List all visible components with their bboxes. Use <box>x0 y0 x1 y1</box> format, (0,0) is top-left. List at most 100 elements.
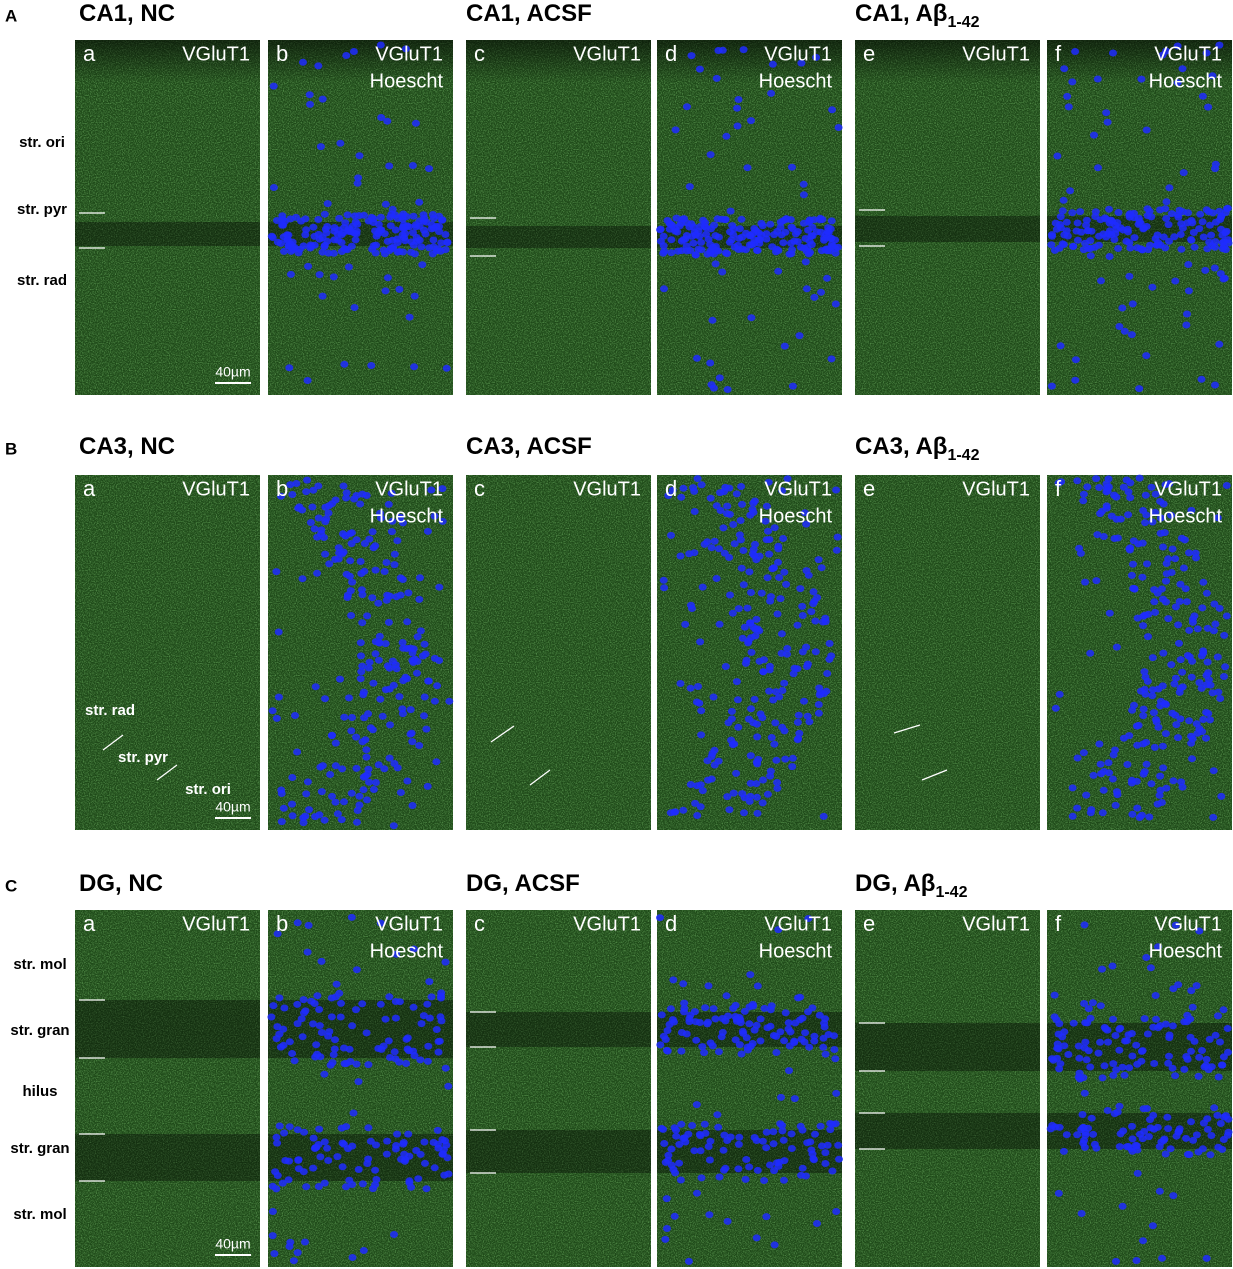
nucleus <box>831 249 840 257</box>
nucleus <box>694 683 702 690</box>
nucleus <box>1079 246 1088 254</box>
nucleus <box>1153 241 1162 249</box>
panel-letter: b <box>276 911 288 936</box>
nucleus <box>305 91 314 99</box>
nucleus <box>277 818 286 826</box>
nucleus <box>438 216 447 224</box>
nucleus <box>723 793 732 801</box>
nucleus <box>729 521 738 528</box>
nucleus <box>1071 376 1080 384</box>
nucleus <box>368 726 377 734</box>
nucleus <box>679 980 688 988</box>
panel-title: CA1, NC <box>79 0 175 27</box>
nucleus <box>760 1177 769 1184</box>
nucleus <box>787 1145 796 1152</box>
nucleus <box>808 1150 817 1158</box>
nucleus <box>399 677 408 685</box>
nucleus <box>659 1125 668 1133</box>
nucleus <box>416 1056 425 1064</box>
nucleus <box>709 243 717 251</box>
nucleus <box>1068 784 1077 792</box>
nucleus <box>740 1007 749 1015</box>
nucleus <box>385 162 394 170</box>
nucleus <box>347 727 356 735</box>
nucleus <box>297 217 305 225</box>
nucleus <box>1120 1071 1129 1079</box>
nucleus <box>740 809 748 817</box>
nucleus <box>817 1142 826 1150</box>
panel-letter: a <box>83 41 96 66</box>
nucleus <box>672 1132 681 1140</box>
nucleus <box>666 1005 675 1013</box>
nucleus <box>677 237 686 245</box>
nucleus <box>1202 1055 1211 1063</box>
nucleus <box>725 510 734 518</box>
nucleus <box>726 207 735 215</box>
nucleus <box>344 1145 352 1153</box>
nucleus <box>1105 769 1114 777</box>
micrograph <box>855 475 1040 830</box>
nucleus <box>1197 375 1206 383</box>
nucleus <box>782 580 791 588</box>
nucleus <box>825 640 834 647</box>
nucleus <box>1073 754 1082 762</box>
nucleus <box>755 657 764 665</box>
nucleus <box>1199 716 1208 723</box>
nucleus <box>274 628 283 636</box>
nucleus <box>286 270 295 278</box>
nucleus <box>400 234 409 242</box>
nucleus <box>364 1124 373 1132</box>
nucleus <box>391 998 400 1005</box>
nucleus <box>756 1037 765 1045</box>
nucleus <box>353 818 361 826</box>
nucleus <box>349 48 358 55</box>
nucleus <box>770 740 779 748</box>
nucleus <box>348 222 357 230</box>
nucleus <box>427 993 436 1001</box>
nucleus <box>290 1057 299 1065</box>
nucleus <box>685 1018 694 1026</box>
nucleus <box>1197 684 1206 692</box>
nucleus <box>1177 220 1186 228</box>
nucleus <box>830 1032 838 1040</box>
nucleus <box>1087 1114 1096 1122</box>
nucleus <box>1192 554 1200 562</box>
nucleus <box>741 1175 750 1183</box>
nucleus <box>358 1180 367 1188</box>
nucleus <box>429 1138 438 1146</box>
layer-label: str. rad <box>17 272 67 289</box>
nucleus <box>420 693 429 701</box>
nucleus <box>1082 216 1091 224</box>
nucleus <box>1208 242 1217 250</box>
nucleus <box>656 914 664 922</box>
nucleus <box>685 183 694 191</box>
nucleus <box>798 1164 807 1172</box>
nucleus <box>835 1155 843 1163</box>
nucleus <box>767 1002 776 1010</box>
nucleus <box>1151 992 1160 999</box>
nucleus <box>778 1127 787 1135</box>
nucleus <box>1166 1145 1175 1153</box>
nucleus <box>721 663 730 670</box>
nucleus <box>1127 1030 1136 1037</box>
nucleus <box>432 758 441 766</box>
nucleus <box>1118 1063 1127 1071</box>
nucleus <box>330 1045 339 1053</box>
micrograph <box>267 40 453 395</box>
nucleus <box>733 104 742 112</box>
nucleus <box>316 1053 325 1061</box>
nucleus <box>1178 668 1187 676</box>
nucleus <box>1148 518 1157 526</box>
nucleus <box>1119 734 1128 742</box>
nucleus <box>1188 1003 1197 1011</box>
nucleus <box>1104 1038 1112 1046</box>
panel-title: CA3, Aβ1-42 <box>855 433 980 464</box>
nucleus <box>288 774 297 781</box>
nucleus <box>1050 246 1059 254</box>
nucleus <box>402 1060 411 1067</box>
nucleus <box>1098 1074 1107 1082</box>
nucleus <box>302 790 311 798</box>
nucleus <box>688 1122 697 1129</box>
nucleus <box>762 1144 771 1152</box>
nucleus <box>352 733 361 741</box>
